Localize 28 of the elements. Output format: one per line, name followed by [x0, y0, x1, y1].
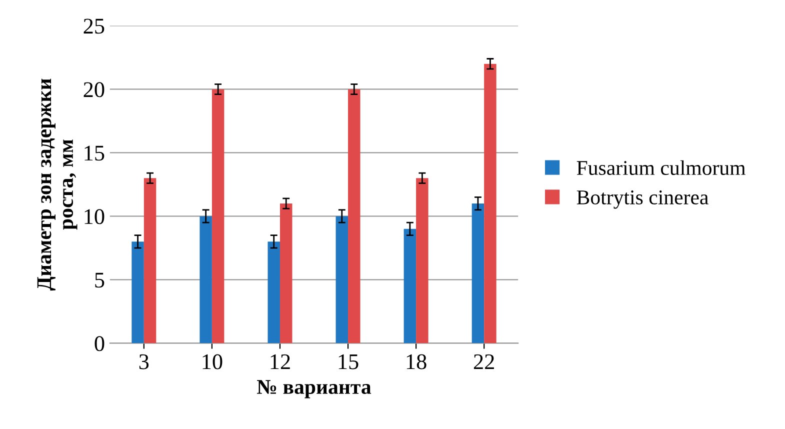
bar: [484, 64, 496, 344]
x-tick-label: 18: [406, 354, 426, 370]
y-tick-label: 10: [84, 209, 104, 224]
x-tick-label: 10: [202, 354, 222, 370]
y-tick-label: 5: [95, 272, 104, 288]
x-tick-label: 3: [139, 354, 149, 370]
bar: [268, 242, 280, 344]
bar: [336, 216, 348, 344]
y-tick-label: 0: [94, 336, 104, 352]
y-tick-label: 20: [84, 82, 104, 98]
bar: [416, 178, 428, 344]
bar: [404, 228, 416, 344]
x-axis-title: № варианта: [257, 380, 372, 398]
bar: [144, 178, 156, 344]
bar: [472, 204, 484, 344]
bar: [200, 216, 212, 344]
y-tick-label: 15: [84, 146, 104, 161]
legend-label: Fusarium culmorum: [576, 160, 746, 175]
bar: [212, 89, 224, 344]
y-tick-label: 25: [84, 18, 104, 34]
legend-label: Botrytis cinerea: [576, 190, 708, 209]
bar: [348, 89, 360, 344]
x-tick-label: 15: [338, 354, 358, 370]
bar: [280, 204, 292, 344]
x-tick-label: 12: [270, 354, 290, 370]
y-axis-title: Диаметр зон задержки роста, мм: [37, 78, 78, 291]
x-tick-label: 22: [474, 354, 494, 370]
bar: [132, 242, 144, 344]
